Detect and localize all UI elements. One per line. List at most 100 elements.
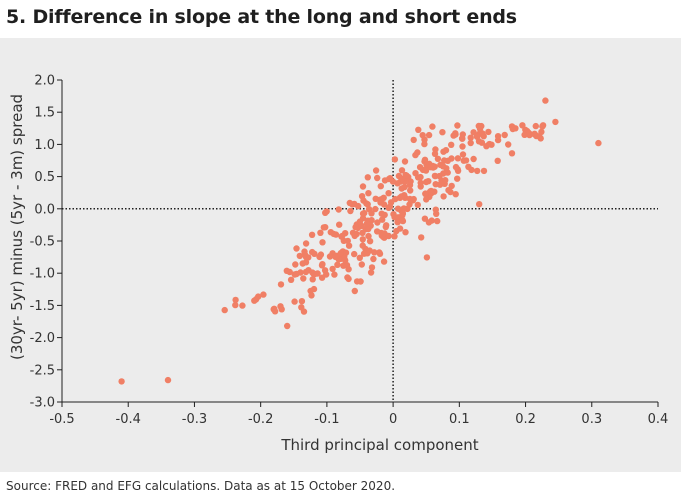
data-point bbox=[292, 261, 299, 268]
data-point bbox=[277, 303, 284, 310]
data-point bbox=[402, 171, 409, 179]
data-point bbox=[386, 203, 394, 210]
data-point bbox=[319, 261, 326, 268]
data-point bbox=[164, 376, 172, 384]
data-point bbox=[296, 252, 303, 260]
data-point bbox=[317, 229, 324, 236]
y-tick-label: -2.5 bbox=[30, 363, 55, 378]
data-point bbox=[239, 302, 246, 309]
data-point bbox=[452, 191, 459, 198]
data-point bbox=[271, 308, 279, 315]
data-point bbox=[351, 232, 358, 240]
data-point bbox=[346, 199, 353, 207]
data-point bbox=[412, 170, 419, 177]
data-point bbox=[300, 275, 307, 282]
data-point bbox=[399, 217, 406, 224]
data-point bbox=[430, 164, 437, 171]
data-point bbox=[232, 301, 239, 309]
data-point bbox=[422, 190, 429, 197]
data-point bbox=[416, 164, 424, 171]
data-point bbox=[467, 139, 474, 147]
data-point bbox=[344, 237, 351, 245]
data-point bbox=[284, 322, 291, 330]
data-point bbox=[332, 253, 339, 260]
data-point bbox=[470, 129, 477, 136]
data-point bbox=[394, 219, 401, 226]
data-point bbox=[360, 197, 367, 204]
data-point bbox=[356, 218, 364, 225]
data-point bbox=[380, 201, 388, 208]
data-point bbox=[436, 181, 444, 188]
y-tick-label: 1.0 bbox=[34, 138, 55, 153]
data-point bbox=[402, 229, 409, 236]
y-tick-label: 2.0 bbox=[34, 74, 55, 89]
data-point bbox=[308, 292, 315, 299]
data-point bbox=[365, 232, 372, 240]
data-point bbox=[399, 209, 406, 217]
data-point bbox=[376, 249, 383, 256]
data-point bbox=[432, 146, 439, 153]
x-axis-title: Third principal component bbox=[280, 436, 478, 454]
data-point bbox=[368, 210, 375, 217]
data-point bbox=[452, 131, 459, 138]
reference-lines bbox=[62, 80, 658, 402]
data-point bbox=[365, 225, 372, 233]
data-point bbox=[501, 131, 508, 139]
data-point bbox=[252, 296, 260, 303]
data-point bbox=[283, 267, 290, 274]
data-point bbox=[359, 183, 367, 190]
data-point bbox=[425, 131, 433, 139]
data-point bbox=[407, 187, 414, 194]
data-point bbox=[308, 231, 316, 238]
data-point bbox=[302, 259, 310, 266]
data-point bbox=[374, 219, 381, 226]
x-tick-label: 0 bbox=[389, 412, 397, 427]
data-point bbox=[301, 251, 309, 258]
scatter-chart: 2.01.51.00.50.0-0.5-1.0-1.5-2.0-2.5-3.0-… bbox=[8, 74, 669, 455]
data-point bbox=[331, 271, 338, 278]
data-point bbox=[330, 230, 337, 238]
y-tick-label: 0.5 bbox=[34, 170, 55, 185]
y-tick-label: -3.0 bbox=[30, 396, 55, 411]
data-point bbox=[409, 197, 417, 204]
x-tick-label: 0.2 bbox=[515, 412, 536, 427]
data-point bbox=[552, 118, 559, 126]
data-point bbox=[378, 210, 385, 217]
axes: 2.01.51.00.50.0-0.5-1.0-1.5-2.0-2.5-3.0-… bbox=[30, 74, 669, 428]
data-point bbox=[423, 254, 431, 261]
data-point bbox=[485, 128, 492, 136]
data-point bbox=[287, 276, 295, 283]
data-point bbox=[368, 264, 376, 271]
data-point bbox=[429, 123, 436, 130]
data-point bbox=[342, 257, 349, 264]
data-point bbox=[410, 136, 417, 144]
chart-title: 5. Difference in slope at the long and s… bbox=[6, 6, 517, 28]
data-point bbox=[452, 163, 460, 171]
data-point bbox=[345, 242, 353, 249]
data-point bbox=[519, 122, 526, 129]
data-point bbox=[538, 128, 545, 136]
data-point bbox=[398, 193, 405, 200]
x-tick-label: 0.4 bbox=[648, 412, 669, 427]
data-point bbox=[419, 132, 426, 139]
data-point bbox=[423, 196, 430, 203]
data-point bbox=[367, 269, 375, 276]
data-point bbox=[298, 298, 306, 305]
data-point bbox=[444, 157, 451, 164]
data-point bbox=[537, 135, 544, 142]
data-point bbox=[335, 206, 342, 213]
data-point bbox=[293, 270, 300, 278]
data-point bbox=[298, 304, 305, 311]
y-tick-label: -1.5 bbox=[30, 299, 55, 314]
data-point bbox=[440, 193, 447, 200]
data-point bbox=[425, 219, 433, 226]
data-point bbox=[232, 296, 239, 304]
data-point bbox=[474, 167, 481, 175]
data-point bbox=[398, 167, 406, 174]
data-point bbox=[372, 195, 379, 202]
data-point bbox=[366, 238, 374, 245]
data-point bbox=[436, 172, 443, 180]
data-point bbox=[434, 217, 441, 225]
x-tick-label: -0.1 bbox=[314, 412, 339, 427]
data-point bbox=[221, 306, 228, 314]
